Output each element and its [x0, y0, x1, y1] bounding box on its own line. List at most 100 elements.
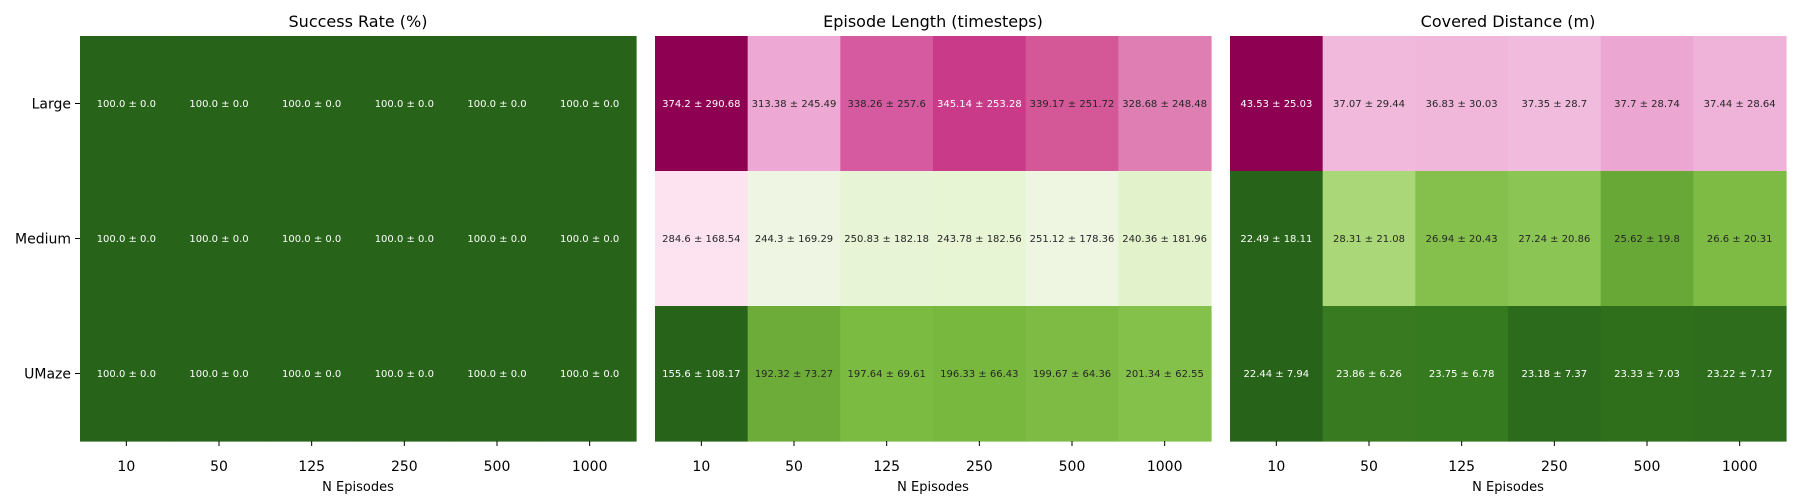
- x-tick-label: 125: [298, 459, 325, 475]
- cell-annotation: 100.0 ± 0.0: [189, 234, 248, 245]
- heatmap-cell: [1415, 306, 1509, 442]
- cell-annotation: 240.36 ± 181.96: [1122, 234, 1207, 245]
- cell-annotation: 100.0 ± 0.0: [282, 99, 341, 110]
- cell-annotation: 313.38 ± 245.49: [752, 99, 837, 110]
- cell-annotation: 26.94 ± 20.43: [1426, 234, 1498, 245]
- heatmap-cell: [1600, 36, 1694, 172]
- heatmap-panel-3: 43.53 ± 25.03 37.07 ± 29.44 36.83 ± 30.03 3…: [1230, 12, 1787, 495]
- heatmap-cell: [1230, 36, 1324, 172]
- cell-annotation: 37.7 ± 28.74: [1614, 99, 1680, 110]
- heatmap-cell: [1322, 171, 1416, 307]
- cell-annotation: 155.6 ± 108.17: [662, 369, 740, 380]
- cell-annotation: 100.0 ± 0.0: [189, 99, 248, 110]
- heatmap-cell: [1118, 171, 1212, 307]
- cell-annotation: 100.0 ± 0.0: [97, 99, 156, 110]
- cell-annotation: 23.22 ± 7.17: [1707, 369, 1773, 380]
- heatmap-cell: [1693, 171, 1787, 307]
- x-tick-label: 500: [484, 459, 511, 475]
- x-tick-label: 50: [1360, 459, 1378, 475]
- x-tick-label: 250: [966, 459, 993, 475]
- cell-annotation: 338.26 ± 257.6: [847, 99, 925, 110]
- cell-annotation: 374.2 ± 290.68: [662, 99, 740, 110]
- cell-annotation: 100.0 ± 0.0: [282, 369, 341, 380]
- y-tick-label: UMaze: [24, 367, 71, 383]
- heatmap-panel-1: 100.0 ± 0.0 100.0 ± 0.0 100.0 ± 0.0 100.0 ±…: [15, 12, 637, 495]
- heatmap-panel-2: 374.2 ± 290.68 313.38 ± 245.49 338.26 ± 25…: [655, 12, 1212, 495]
- heatmap-cell: [543, 171, 637, 307]
- x-tick-label: 1000: [1722, 459, 1758, 475]
- heatmap-cell: [1415, 171, 1509, 307]
- heatmap-cell: [840, 171, 934, 307]
- heatmap-cell: [1322, 36, 1416, 172]
- cell-annotation: 201.34 ± 62.55: [1125, 369, 1203, 380]
- heatmap-cell: [265, 171, 359, 307]
- heatmap-cell: [655, 36, 749, 172]
- cell-annotation: 345.14 ± 253.28: [937, 99, 1022, 110]
- cell-annotation: 100.0 ± 0.0: [189, 369, 248, 380]
- cell-annotation: 43.53 ± 25.03: [1240, 99, 1312, 110]
- cell-annotation: 37.35 ± 28.7: [1522, 99, 1588, 110]
- heatmap-cell: [747, 171, 841, 307]
- x-axis-label: N Episodes: [897, 480, 969, 495]
- cell-annotation: 37.07 ± 29.44: [1333, 99, 1405, 110]
- x-tick-label: 125: [873, 459, 900, 475]
- heatmap-cell: [543, 306, 637, 442]
- cell-annotation: 244.3 ± 169.29: [755, 234, 833, 245]
- heatmap-cell: [1025, 306, 1119, 442]
- heatmap-cell: [80, 306, 174, 442]
- cell-annotation: 243.78 ± 182.56: [937, 234, 1022, 245]
- cell-annotation: 23.33 ± 7.03: [1614, 369, 1680, 380]
- panel-title: Success Rate (%): [289, 12, 428, 31]
- panel-title: Covered Distance (m): [1421, 12, 1596, 31]
- cell-annotation: 100.0 ± 0.0: [375, 99, 434, 110]
- cell-annotation: 100.0 ± 0.0: [467, 234, 526, 245]
- heatmap-cell: [1693, 36, 1787, 172]
- heatmap-cell: [1230, 171, 1324, 307]
- x-tick-label: 50: [785, 459, 803, 475]
- heatmap-cell: [747, 306, 841, 442]
- heatmap-cell: [747, 36, 841, 172]
- heatmap-cell: [358, 36, 452, 172]
- heatmap-cell: [172, 36, 266, 172]
- heatmap-cell: [1508, 306, 1602, 442]
- cell-annotation: 28.31 ± 21.08: [1333, 234, 1405, 245]
- cell-annotation: 23.18 ± 7.37: [1522, 369, 1588, 380]
- cell-annotation: 250.83 ± 182.18: [844, 234, 929, 245]
- heatmap-cell: [1600, 171, 1694, 307]
- cell-annotation: 197.64 ± 69.61: [847, 369, 925, 380]
- heatmap-cell: [450, 171, 544, 307]
- heatmap-cell: [543, 36, 637, 172]
- cell-annotation: 100.0 ± 0.0: [467, 99, 526, 110]
- x-tick-label: 10: [692, 459, 710, 475]
- cell-annotation: 100.0 ± 0.0: [282, 234, 341, 245]
- heatmap-cell: [933, 36, 1027, 172]
- cell-annotation: 36.83 ± 30.03: [1426, 99, 1498, 110]
- x-tick-label: 10: [1267, 459, 1285, 475]
- heatmap-cell: [1118, 306, 1212, 442]
- heatmap-cell: [933, 306, 1027, 442]
- heatmap-cell: [1025, 171, 1119, 307]
- heatmap-cell: [1600, 306, 1694, 442]
- x-tick-label: 500: [1059, 459, 1086, 475]
- cell-annotation: 100.0 ± 0.0: [560, 234, 619, 245]
- heatmap-cell: [358, 306, 452, 442]
- x-axis-label: N Episodes: [322, 480, 394, 495]
- cell-annotation: 192.32 ± 73.27: [755, 369, 833, 380]
- cell-annotation: 22.49 ± 18.11: [1240, 234, 1312, 245]
- heatmap-cell: [1693, 306, 1787, 442]
- heatmap-cell: [1508, 36, 1602, 172]
- cell-annotation: 23.75 ± 6.78: [1429, 369, 1495, 380]
- heatmap-cell: [1415, 36, 1509, 172]
- heatmap-cell: [450, 306, 544, 442]
- cell-annotation: 100.0 ± 0.0: [97, 234, 156, 245]
- heatmap-cell: [265, 306, 359, 442]
- cell-annotation: 22.44 ± 7.94: [1244, 369, 1310, 380]
- heatmap-cell: [450, 36, 544, 172]
- cell-annotation: 25.62 ± 19.8: [1614, 234, 1680, 245]
- cell-annotation: 100.0 ± 0.0: [375, 369, 434, 380]
- x-axis-label: N Episodes: [1472, 480, 1544, 495]
- x-tick-label: 10: [117, 459, 135, 475]
- heatmap-cell: [172, 306, 266, 442]
- heatmap-cell: [265, 36, 359, 172]
- y-tick-label: Large: [32, 97, 71, 113]
